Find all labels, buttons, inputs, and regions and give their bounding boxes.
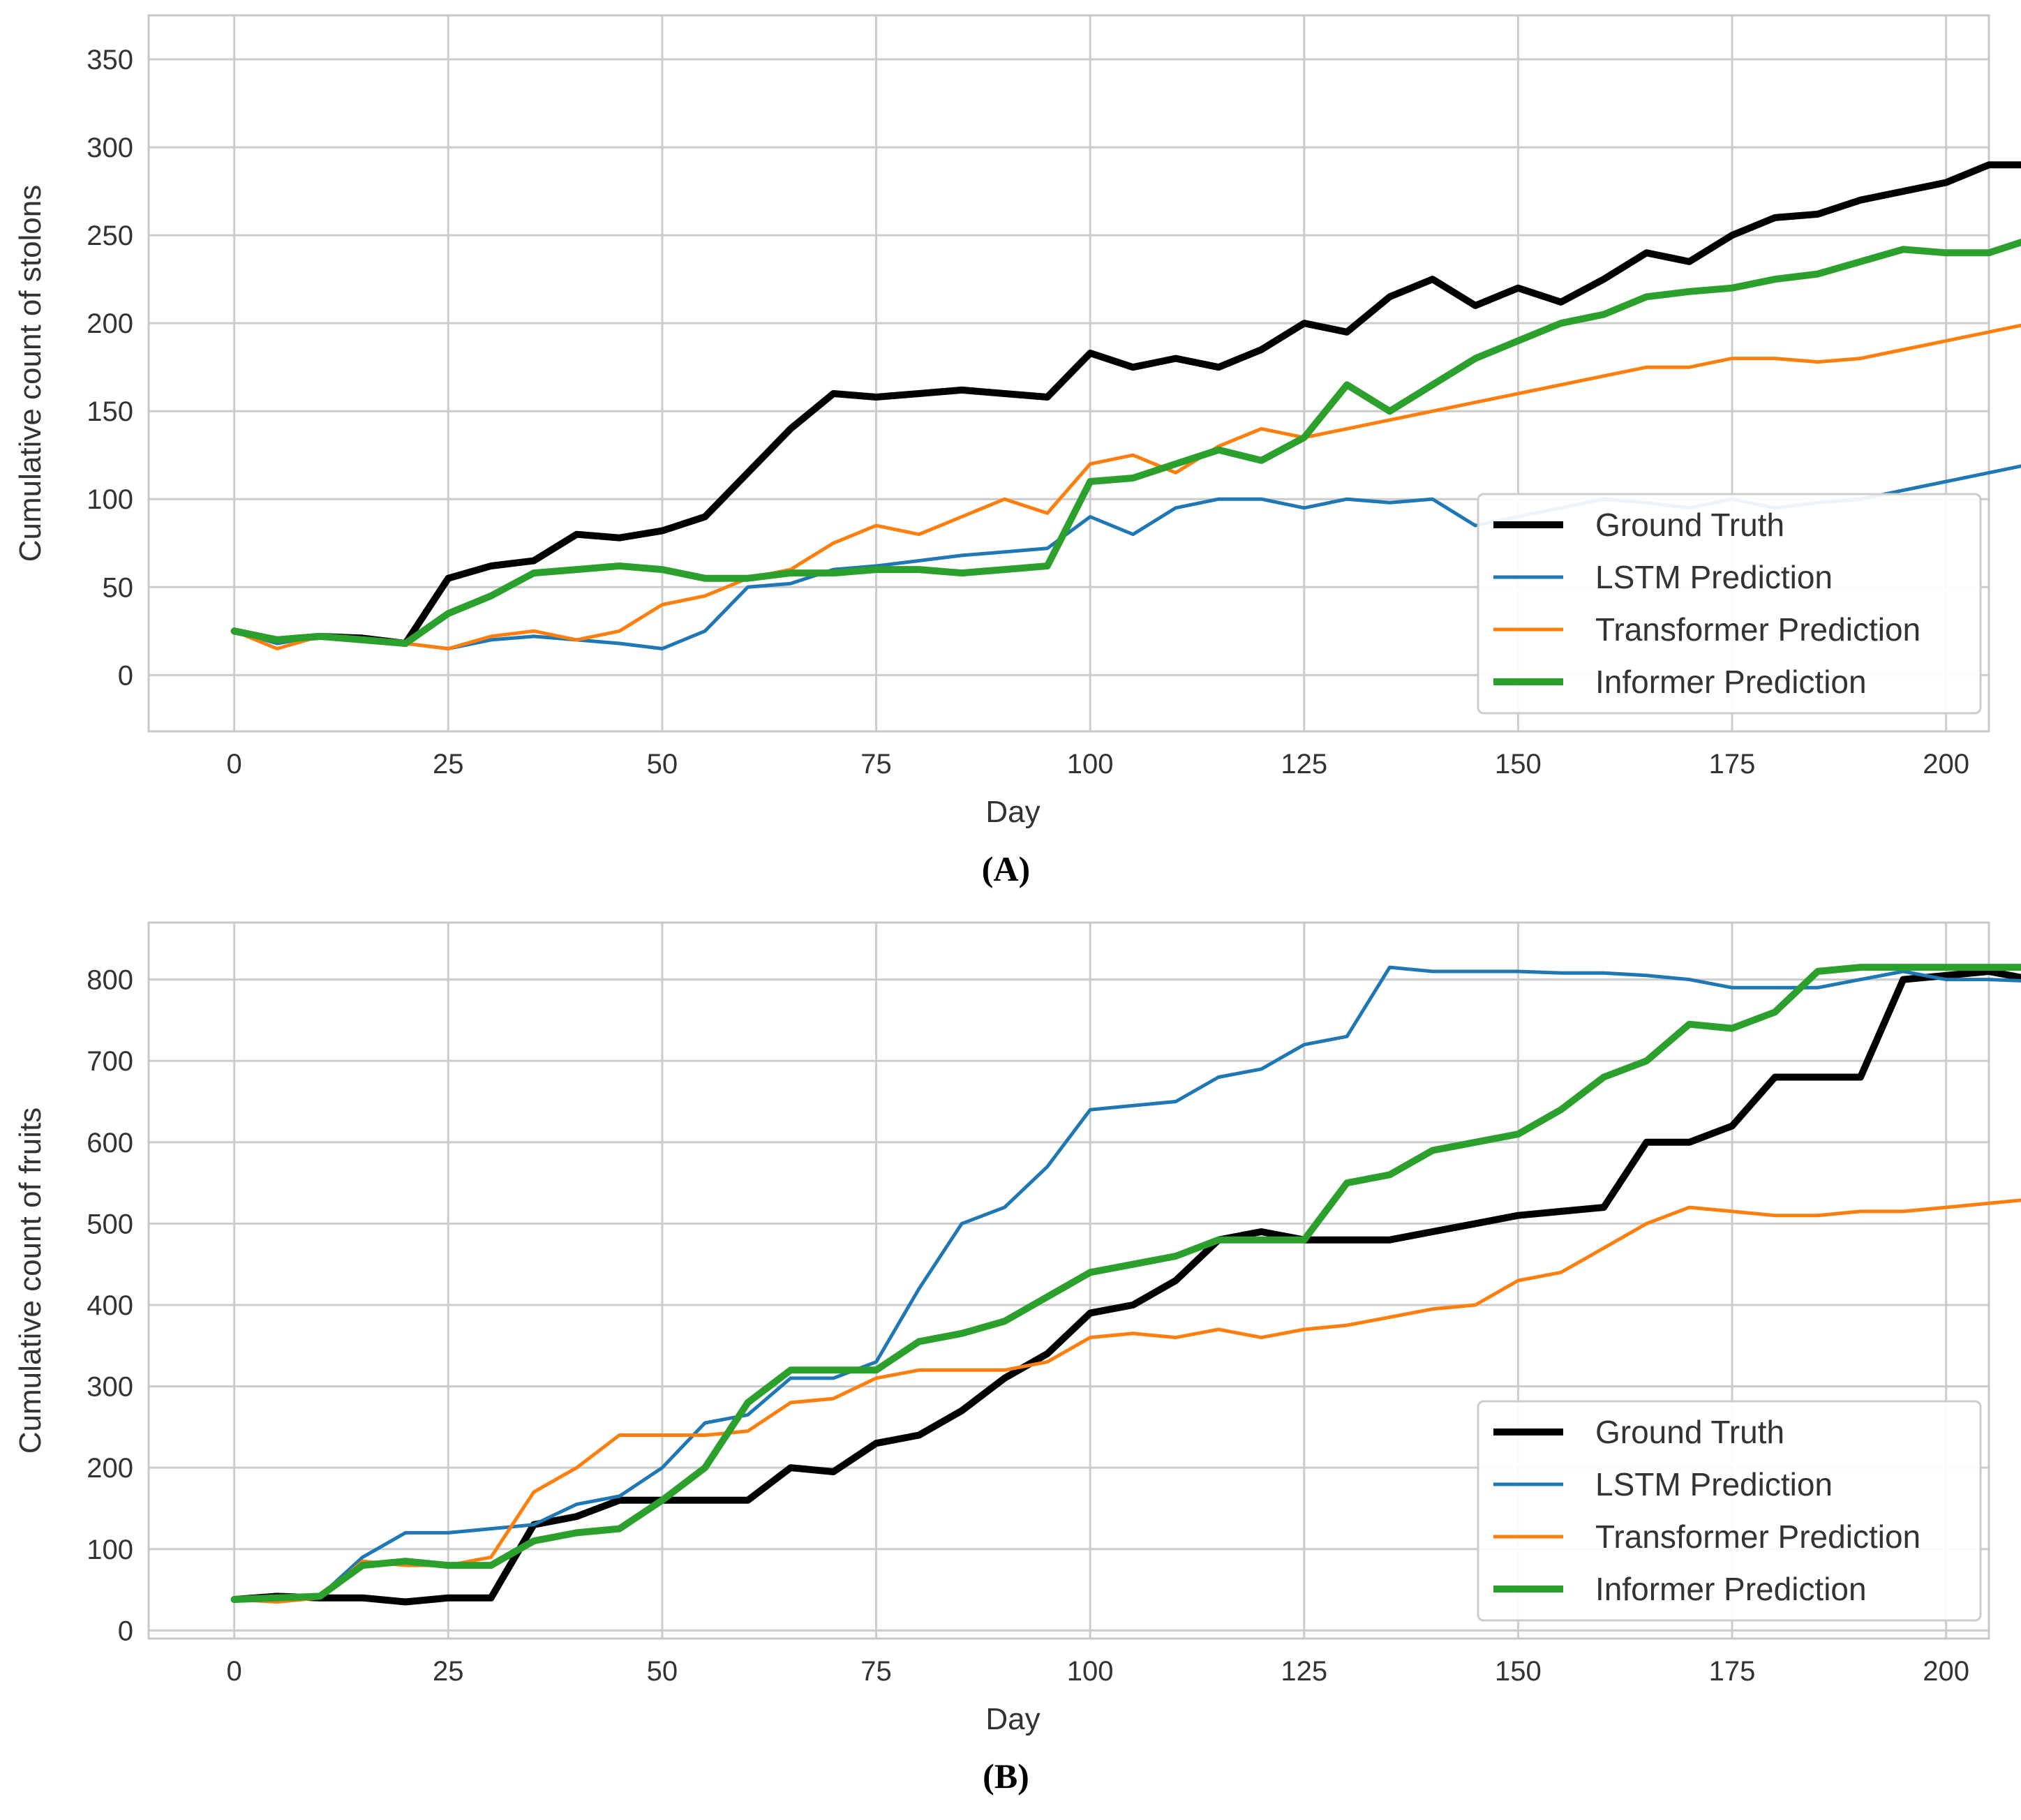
y-tick-label: 800 <box>87 965 133 996</box>
legend-label: Ground Truth <box>1595 507 1784 543</box>
y-tick-label: 300 <box>87 133 133 163</box>
legend-label: LSTM Prediction <box>1595 559 1833 595</box>
y-tick-label: 600 <box>87 1128 133 1158</box>
y-tick-label: 50 <box>103 572 134 603</box>
x-tick-label: 125 <box>1281 1656 1327 1687</box>
y-tick-label: 0 <box>118 1616 133 1646</box>
y-tick-label: 200 <box>87 308 133 339</box>
x-tick-label: 100 <box>1067 1656 1114 1687</box>
x-tick-label: 150 <box>1495 1656 1542 1687</box>
y-axis-label: Cumulative count of stolons <box>13 185 47 562</box>
x-tick-label: 200 <box>1923 749 1969 780</box>
x-axis-label: Day <box>985 1702 1040 1736</box>
series-line-lstm-prediction <box>232 965 2021 1602</box>
series-line-informer-prediction <box>230 238 2021 647</box>
x-tick-label: 0 <box>227 749 242 780</box>
plot-frame <box>147 14 1990 733</box>
x-tick-label: 0 <box>227 1656 242 1687</box>
y-tick-label: 700 <box>87 1046 133 1077</box>
panel-label: (B) <box>983 1756 1029 1796</box>
legend-box <box>1477 493 1982 715</box>
legend: Ground Truth LSTM Prediction Transformer P… <box>1477 1400 1982 1622</box>
y-tick-label: 350 <box>87 45 133 75</box>
legend-label: Informer Prediction <box>1595 664 1867 700</box>
chart-panel-b: 0 25 50 75 100 125 150 175 200 0 100 200 300 400 500 60… <box>13 921 2021 1796</box>
y-tick-label: 100 <box>87 1535 133 1565</box>
y-axis-label: Cumulative count of fruits <box>13 1107 47 1454</box>
chart-panel-a: 0 25 50 75 100 125 150 175 200 0 50 100 150 200 250 300… <box>13 14 2021 888</box>
legend-label: Ground Truth <box>1595 1414 1784 1450</box>
y-tick-label: 250 <box>87 221 133 251</box>
legend-label: Informer Prediction <box>1595 1571 1867 1607</box>
x-tick-label: 100 <box>1067 749 1114 780</box>
y-tick-label: 300 <box>87 1372 133 1403</box>
x-tick-label: 150 <box>1495 749 1542 780</box>
legend-label: Transformer Prediction <box>1595 1519 1921 1555</box>
x-tick-label: 25 <box>433 749 464 780</box>
y-tick-label: 400 <box>87 1290 133 1321</box>
x-axis-label: Day <box>985 795 1040 829</box>
series-line-transformer-prediction <box>232 1198 2021 1604</box>
x-tick-label: 50 <box>647 749 678 780</box>
y-tick-label: 150 <box>87 396 133 427</box>
legend: Ground Truth LSTM Prediction Transformer P… <box>1477 493 1982 715</box>
x-tick-label: 75 <box>860 749 892 780</box>
x-tick-label: 125 <box>1281 749 1327 780</box>
panel-label: (A) <box>982 849 1030 888</box>
y-tick-label: 100 <box>87 484 133 515</box>
y-tick-label: 500 <box>87 1209 133 1239</box>
x-tick-label: 200 <box>1923 1656 1969 1687</box>
x-tick-label: 25 <box>433 1656 464 1687</box>
x-tick-label: 75 <box>860 1656 892 1687</box>
x-tick-label: 175 <box>1709 749 1756 780</box>
x-tick-label: 175 <box>1709 1656 1756 1687</box>
series-line-informer-prediction <box>230 964 2021 1603</box>
legend-label: Transformer Prediction <box>1595 611 1921 648</box>
y-tick-label: 200 <box>87 1453 133 1484</box>
plot-frame <box>147 921 1990 1640</box>
x-tick-label: 50 <box>647 1656 678 1687</box>
series-line-ground-truth <box>230 161 2021 647</box>
legend-box <box>1477 1400 1982 1622</box>
legend-label: LSTM Prediction <box>1595 1466 1833 1502</box>
y-tick-label: 0 <box>118 660 133 691</box>
series-line-lstm-prediction <box>232 464 2021 650</box>
